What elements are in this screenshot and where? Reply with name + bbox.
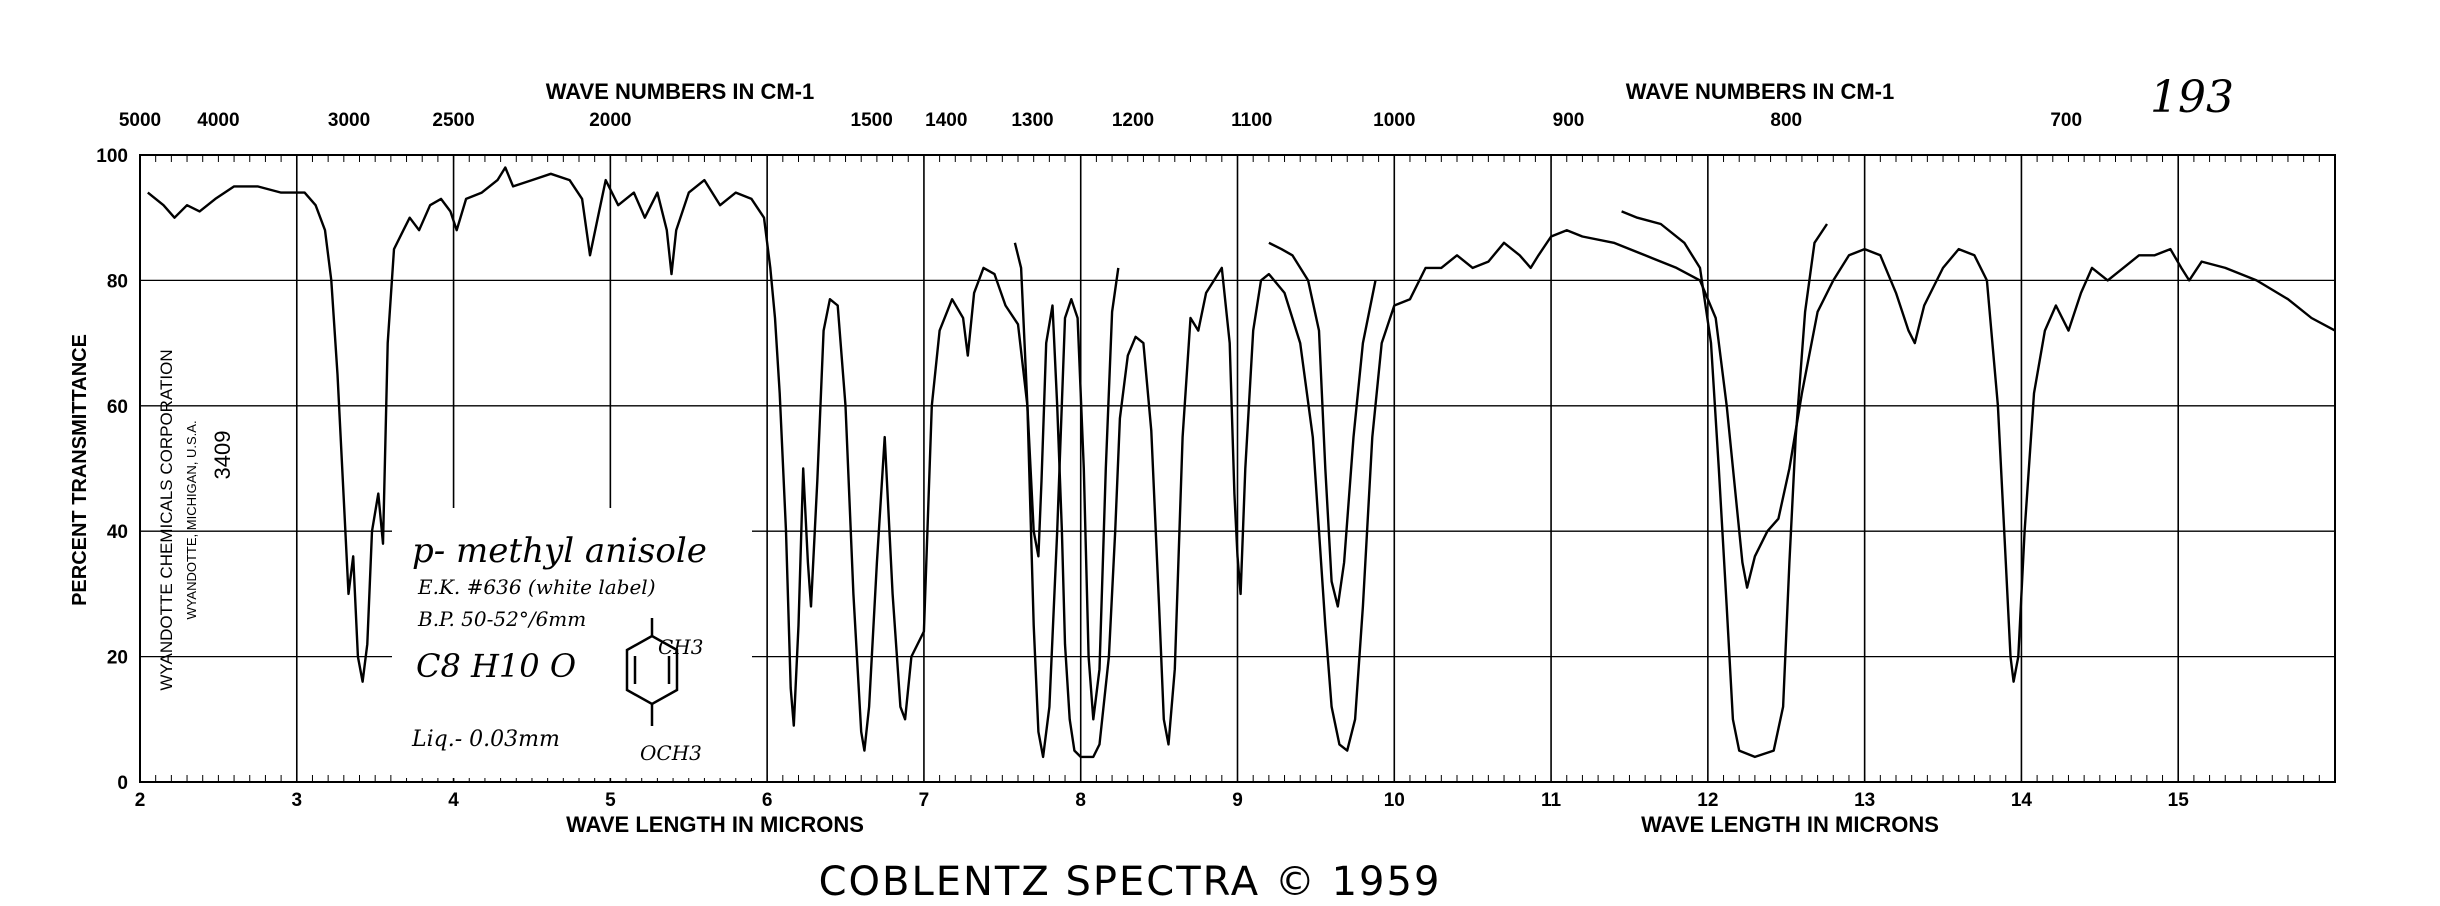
y-tick-label: 40 [107,522,128,543]
y-tick-label: 0 [117,773,128,794]
page-number: 193 [2150,72,2234,123]
y-tick-label: 100 [96,146,128,167]
y-tick-label: 60 [107,397,128,418]
y-tick-label: 20 [107,648,128,669]
y-axis-title: PERCENT TRANSMITTANCE [69,334,91,606]
x-tick-label: 3 [291,790,302,811]
top-tick-label: 700 [2050,110,2082,131]
top-tick-label: 1100 [1231,110,1272,131]
x-tick-label: 11 [1541,790,1562,811]
spectrum-trace-4 [1621,210,1828,759]
top-axis-title-left: WAVE NUMBERS IN CM-1 [546,79,815,104]
location-label: WYANDOTTE, MICHIGAN, U.S.A. [184,420,199,619]
annotation-backdrop [392,508,752,778]
x-axis-title-right: WAVE LENGTH IN MICRONS [1641,812,1939,837]
tick-labels: 0 20 40 60 80 100 2 3 4 5 6 7 8 9 10 11 12 13 14 15 5000 4000… [96,110,2189,811]
structure-top-group: CH3 [658,635,703,659]
spectrum-trace-1 [147,166,2336,759]
top-tick-label: 1500 [851,110,893,131]
x-tick-label: 14 [2011,790,2033,811]
company-label: WYANDOTTE CHEMICALS CORPORATION [157,349,176,690]
top-tick-label: 1000 [1373,110,1415,131]
top-tick-label: 1400 [925,110,967,131]
sample-name: p- methyl anisole [412,531,707,571]
top-tick-label: 900 [1553,110,1585,131]
axes [139,154,2336,783]
sample-cell: Liq.- 0.03mm [411,727,560,752]
sample-bp: B.P. 50-52°/6mm [417,607,586,631]
benzene-ring-drawing [625,618,679,726]
sample-ek: E.K. #636 (white label) [417,575,656,599]
x-tick-label: 13 [1854,790,1875,811]
top-tick-label: 5000 [119,110,161,131]
structure-bottom-group: OCH3 [640,741,702,765]
x-tick-label: 2 [135,790,146,811]
top-tick-label: 4000 [197,110,239,131]
top-tick-label: 3000 [328,110,370,131]
x-tick-label: 4 [448,790,459,811]
top-tick-label: 2000 [589,110,631,131]
top-tick-label: 1200 [1112,110,1154,131]
spectrum-trace-3 [1268,241,1377,608]
top-tick-label: 800 [1770,110,1802,131]
number-label: 3409 [210,431,235,480]
top-tick-label: 1300 [1011,110,1053,131]
x-tick-label: 12 [1697,790,1718,811]
x-tick-label: 8 [1075,790,1086,811]
caption: COBLENTZ SPECTRA © 1959 [819,859,1442,901]
x-tick-label: 9 [1232,790,1243,811]
spectrum-traces [147,166,2336,759]
x-tick-label: 10 [1384,790,1405,811]
sample-formula: C8 H10 O [416,647,576,685]
y-tick-label: 80 [107,271,128,292]
x-tick-label: 5 [605,790,616,811]
x-tick-label: 7 [919,790,930,811]
spectrum-trace-2 [1013,242,1120,759]
x-axis-title-left: WAVE LENGTH IN MICRONS [566,812,864,837]
x-tick-label: 6 [762,790,773,811]
top-axis-title-right: WAVE NUMBERS IN CM-1 [1626,79,1895,104]
top-tick-label: 2500 [432,110,474,131]
x-tick-label: 15 [2168,790,2190,811]
